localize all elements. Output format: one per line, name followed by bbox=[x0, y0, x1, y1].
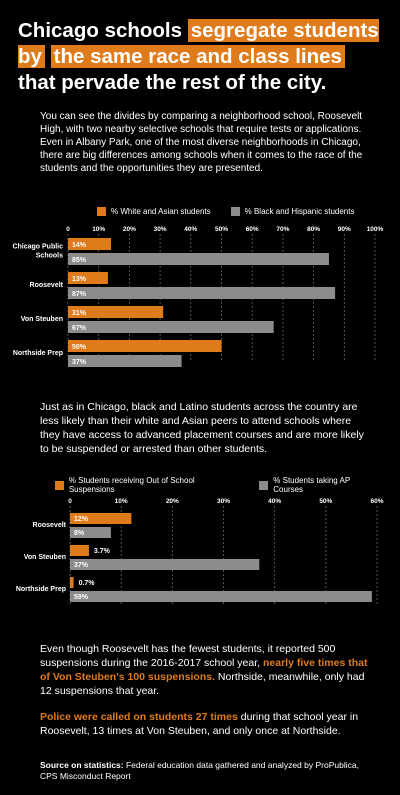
data-label: 13% bbox=[72, 276, 87, 283]
data-label: 59% bbox=[74, 594, 89, 601]
legend-swatch-orange bbox=[97, 207, 106, 216]
x-tick-label: 10% bbox=[92, 226, 105, 233]
bar bbox=[70, 527, 111, 538]
data-label: 87% bbox=[72, 291, 87, 298]
bar bbox=[70, 545, 89, 556]
x-tick-label: 40% bbox=[268, 498, 281, 505]
chart1-legend: % White and Asian students % Black and H… bbox=[97, 207, 374, 216]
x-tick-label: 10% bbox=[115, 498, 128, 505]
legend-swatch-orange bbox=[55, 480, 64, 490]
data-label: 8% bbox=[74, 530, 85, 537]
x-tick-label: 0 bbox=[66, 226, 70, 233]
chart2-legend-item-1: % Students receiving Out of School Suspe… bbox=[55, 476, 239, 494]
bar bbox=[68, 321, 274, 333]
bar bbox=[68, 253, 329, 265]
chart1-legend-item-1: % White and Asian students bbox=[97, 207, 211, 216]
bar bbox=[68, 306, 164, 318]
chart1-legend-item-2: % Black and Hispanic students bbox=[230, 207, 355, 216]
closing-highlight: Police were called on students 27 times bbox=[40, 711, 238, 723]
chart2-legend-label-2: % Students taking AP Courses bbox=[273, 476, 351, 494]
closing-text: during that school year in Roosevelt, 13… bbox=[40, 711, 359, 737]
category-label: Von Steuben bbox=[21, 316, 63, 323]
data-label: 14% bbox=[72, 242, 87, 249]
bar bbox=[70, 513, 132, 524]
chart2-legend-label-1: % Students receiving Out of School Suspe… bbox=[68, 476, 195, 494]
closing-paragraphs: Even though Roosevelt has the fewest stu… bbox=[40, 642, 370, 750]
category-label: Northside Prep bbox=[13, 350, 63, 357]
x-tick-label: 20% bbox=[166, 498, 179, 505]
closing-paragraph-1: Even though Roosevelt has the fewest stu… bbox=[40, 642, 370, 698]
category-label: Roosevelt bbox=[33, 522, 67, 529]
legend-swatch-gray bbox=[259, 480, 269, 490]
x-tick-label: 40% bbox=[184, 226, 197, 233]
chart-suspensions-ap: 0 10% 20% 30% 40% 50% 60% Roosevelt 12% 8% Von Ste… bbox=[16, 498, 384, 604]
data-label: 37% bbox=[74, 562, 89, 569]
x-tick-label: 60% bbox=[370, 498, 383, 505]
bar bbox=[68, 355, 182, 367]
x-tick-label: 100% bbox=[367, 226, 384, 233]
closing-highlight: nearly five times that of Von Steuben's … bbox=[40, 657, 368, 683]
x-tick-label: 70% bbox=[276, 226, 289, 233]
x-tick-label: 0 bbox=[68, 498, 72, 505]
bar bbox=[68, 272, 108, 284]
x-tick-label: 50% bbox=[215, 226, 228, 233]
headline-highlight-2: the same race and class lines bbox=[50, 45, 345, 68]
bar bbox=[70, 577, 74, 588]
intro-paragraph: You can see the divides by comparing a n… bbox=[40, 111, 363, 174]
data-label: 31% bbox=[72, 310, 87, 317]
headline: Chicago schools segregate students by th… bbox=[18, 18, 388, 96]
x-tick-label: 80% bbox=[307, 226, 320, 233]
category-label: Northside Prep bbox=[16, 586, 66, 593]
category-label: Schools bbox=[36, 253, 63, 260]
data-label: 50% bbox=[72, 344, 87, 351]
x-tick-label: 20% bbox=[123, 226, 136, 233]
chart1-legend-label-1: % White and Asian students bbox=[111, 207, 211, 216]
data-label: 85% bbox=[72, 257, 87, 264]
x-tick-label: 90% bbox=[338, 226, 351, 233]
chart2-legend: % Students receiving Out of School Suspe… bbox=[55, 476, 400, 494]
x-tick-label: 30% bbox=[217, 498, 230, 505]
data-label: 12% bbox=[74, 516, 89, 523]
source-label: Source on statistics: bbox=[40, 760, 124, 770]
data-label: 3.7% bbox=[94, 548, 111, 555]
category-label: Chicago Public bbox=[12, 244, 63, 251]
bar bbox=[70, 591, 372, 602]
source-text: Federal education data gathered and anal… bbox=[40, 760, 359, 781]
closing-paragraph-2: Police were called on students 27 times … bbox=[40, 710, 370, 738]
chart1-legend-label-2: % Black and Hispanic students bbox=[244, 207, 355, 216]
chart2-legend-item-2: % Students taking AP Courses bbox=[259, 476, 380, 494]
x-tick-label: 50% bbox=[319, 498, 332, 505]
data-label: 0.7% bbox=[79, 580, 96, 587]
headline-part1: Chicago schools bbox=[18, 19, 188, 42]
data-label: 67% bbox=[72, 325, 87, 332]
chart-race-composition: 0 10% 20% 30% 40% 50% 60% 70% 80% 90% 100% Chicago … bbox=[12, 226, 384, 367]
bar bbox=[68, 287, 336, 299]
category-label: Roosevelt bbox=[30, 282, 64, 289]
source-note: Source on statistics: Federal education … bbox=[40, 760, 370, 782]
data-label: 37% bbox=[72, 359, 87, 366]
legend-swatch-gray bbox=[230, 207, 240, 216]
bar bbox=[68, 340, 222, 352]
headline-part2: that pervade the rest of the city. bbox=[18, 71, 327, 94]
closing-text: Even though Roosevelt has the fewest stu… bbox=[40, 643, 336, 669]
middle-paragraph: Just as in Chicago, black and Latino stu… bbox=[40, 401, 364, 455]
bar bbox=[70, 559, 260, 570]
x-tick-label: 30% bbox=[154, 226, 167, 233]
x-tick-label: 60% bbox=[246, 226, 259, 233]
closing-text: Northside, meanwhile, only had 12 suspen… bbox=[40, 671, 365, 697]
bar bbox=[68, 238, 111, 250]
category-label: Von Steuben bbox=[24, 554, 66, 561]
